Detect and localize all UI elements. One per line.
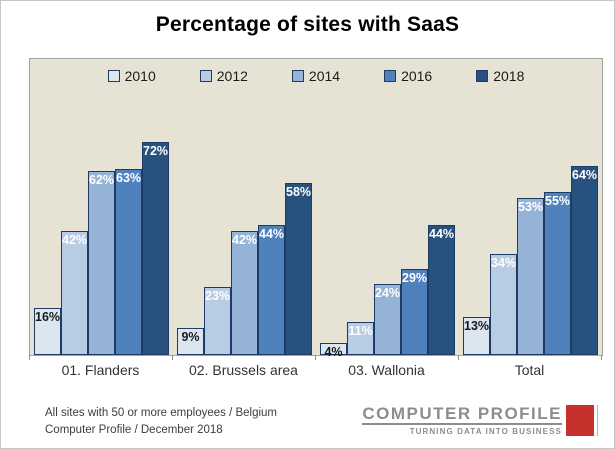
legend-label: 2016 [401,68,433,84]
bar-value-label: 42% [62,233,88,247]
category-label: Total [514,362,545,378]
bar-value-label: 63% [116,171,142,185]
bar-groups: 16% 42% 62% 63% 72% 9% 23% 42% 44% 58% 4% 11% 24% 29%… [30,59,602,359]
legend: 2010 2012 2014 2016 2018 [30,68,602,84]
legend-label: 2014 [308,68,341,84]
legend-item-2016: 2016 [384,68,432,84]
logo-tagline: TURNING DATA INTO BUSINESS [409,427,562,436]
bar-2010-1: 16% [34,308,61,355]
logo: COMPUTER PROFILE TURNING DATA INTO BUSIN… [362,405,598,436]
bar-2010-3: 4% [320,343,347,359]
bar-2010-2: 9% [177,328,204,355]
bar-2012-1: 42% [61,231,88,355]
category-axis: 01. Flanders 02. Brussels area 03. Walloni… [29,362,601,378]
bar-group-1: 16% 42% 62% 63% 72% [30,59,173,355]
legend-swatch-2018 [476,70,489,82]
bar-value-label: 44% [259,227,285,241]
category-label: 02. Brussels area [189,362,298,378]
bar-value-label: 9% [181,330,200,344]
bar-value-label: 13% [464,319,490,333]
bar-value-label: 62% [89,173,115,187]
bar-2016-1: 63% [115,169,142,355]
bar-2014-3: 24% [374,284,401,355]
bar-value-label: 16% [35,310,61,324]
bar-value-label: 34% [491,256,517,270]
bar-value-label: 53% [518,200,544,214]
bar-value-label: 58% [286,185,312,199]
legend-swatch-2010 [107,70,120,82]
bar-2012-3: 11% [347,322,374,355]
bar-2010-4: 13% [463,317,490,355]
bar-2014-4: 53% [517,198,544,355]
bar-2012-2: 23% [204,287,231,355]
bar-value-label: 55% [545,194,571,208]
bar-value-label: 29% [402,271,428,285]
legend-item-2018: 2018 [476,68,524,84]
logo-rule [597,405,598,436]
bar-value-label: 24% [375,286,401,300]
legend-label: 2012 [216,68,248,84]
bar-value-label: 11% [348,324,373,338]
legend-swatch-2012 [199,70,212,82]
footnote-line1: All sites with 50 or more employees / Be… [45,407,278,419]
plot-area: 2010 2012 2014 2016 2018 16% 42% 62% 63% 72% 9% 23… [29,58,603,359]
axis-tick [315,355,316,360]
chart-title: Percentage of sites with SaaS [155,13,460,36]
bar-value-label: 42% [232,233,258,247]
bar-2012-4: 34% [490,254,517,355]
bar-2014-1: 62% [88,171,115,355]
legend-item-2012: 2012 [199,68,248,84]
bar-value-label: 64% [572,168,598,182]
legend-item-2010: 2010 [107,68,156,84]
bar-value-label: 4% [324,345,343,359]
bar-value-label: 44% [429,227,455,241]
logo-name: COMPUTER PROFILE [362,404,562,425]
bar-2016-2: 44% [258,225,285,355]
axis-tick [458,355,459,360]
logo-text: COMPUTER PROFILE TURNING DATA INTO BUSIN… [362,405,562,436]
bar-value-label: 23% [205,289,231,303]
axis-tick [29,355,30,360]
legend-label: 2010 [124,68,156,84]
bar-2018-4: 64% [571,166,598,355]
category-label: 01. Flanders [61,362,140,378]
bar-group-3: 4% 11% 24% 29% 44% [316,59,459,359]
bar-2016-4: 55% [544,192,571,355]
legend-item-2014: 2014 [291,68,341,84]
bar-group-2: 9% 23% 42% 44% 58% [173,59,316,355]
legend-label: 2018 [493,68,525,84]
logo-red-square [566,405,594,436]
axis-tick [172,355,173,360]
axis-tick [601,355,602,360]
bar-2018-2: 58% [285,183,312,355]
footnote-line2: Computer Profile / December 2018 [45,424,223,437]
bar-group-4: 13% 34% 53% 55% 64% [459,59,602,355]
category-label: 03. Wallonia [348,362,425,378]
footnote: All sites with 50 or more employees / Be… [45,405,277,440]
bar-2014-2: 42% [231,231,258,355]
bar-2018-3: 44% [428,225,455,355]
legend-swatch-2016 [384,70,397,82]
legend-swatch-2014 [291,70,304,82]
bar-value-label: 72% [143,144,169,158]
bar-2016-3: 29% [401,269,428,355]
bar-2018-1: 72% [142,142,169,355]
